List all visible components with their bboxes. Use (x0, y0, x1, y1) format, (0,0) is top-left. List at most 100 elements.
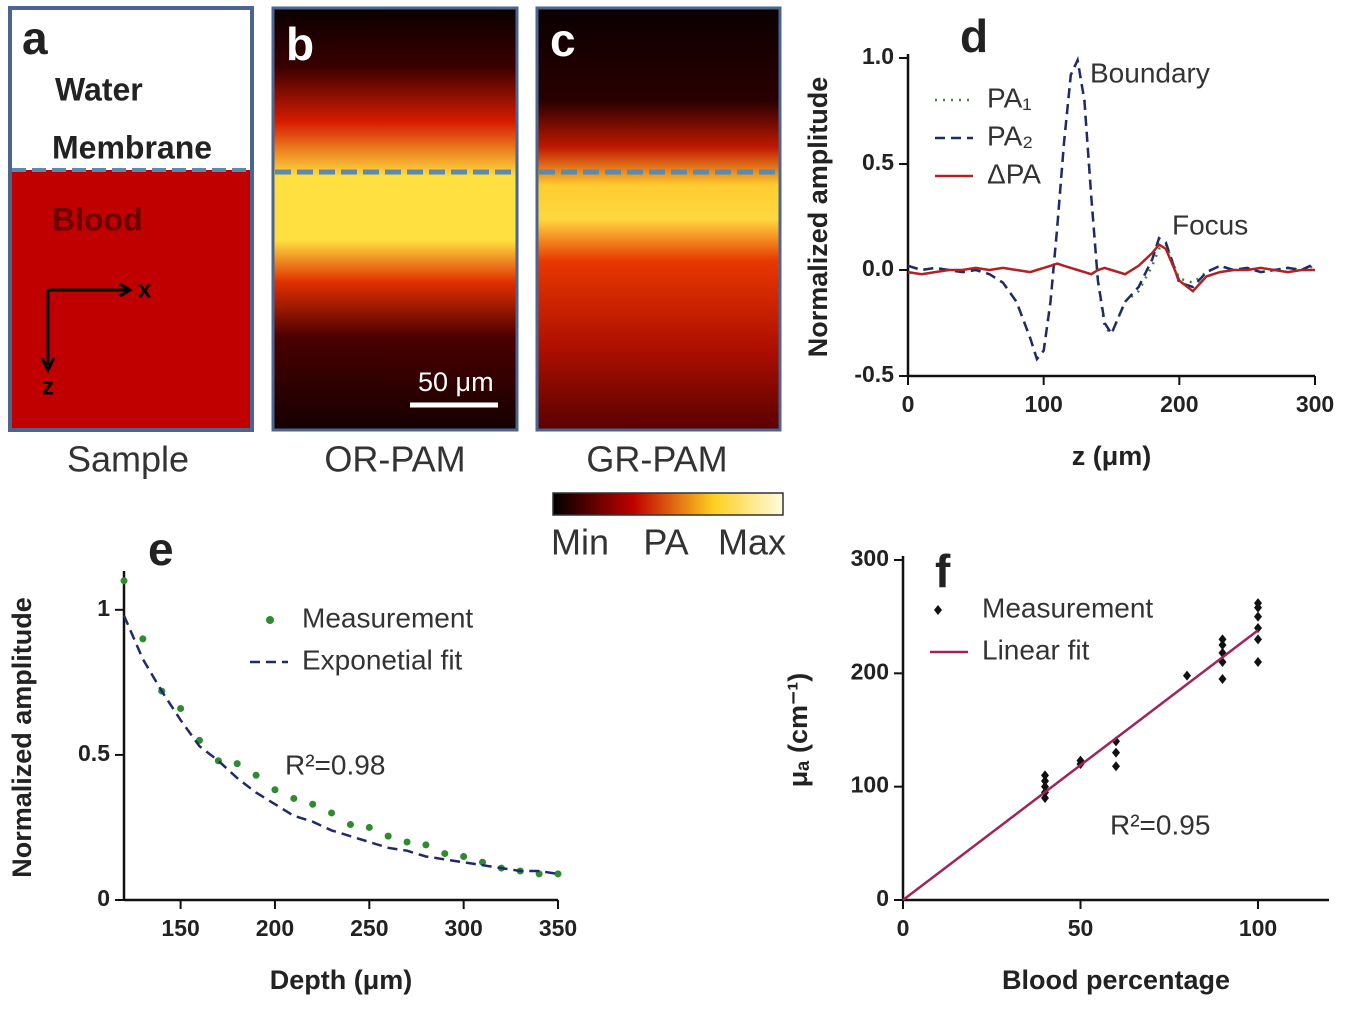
figure: a Water Membrane Blood x z Sample b 50 μ… (0, 0, 1356, 1010)
panel-label: f (935, 545, 951, 597)
point (234, 760, 241, 767)
legend-label: PA₂ (987, 120, 1033, 151)
colorbar: Min PA Max (551, 493, 786, 563)
colorbar-max: Max (718, 522, 786, 563)
panel-label: e (148, 523, 174, 575)
point (441, 850, 448, 857)
y-axis-label: μₐ (cm⁻¹) (783, 673, 813, 787)
legend-label: Measurement (302, 602, 473, 633)
point (1254, 634, 1262, 644)
x-axis-label: Depth (μm) (270, 965, 413, 995)
point (139, 635, 146, 642)
point (404, 838, 411, 845)
x-tick-label: 300 (444, 915, 482, 941)
legend-label: Measurement (982, 592, 1153, 623)
point (328, 809, 335, 816)
chart: 0 50 100 0 100 200 300 Blood percentage μₐ (cm⁻¹… (783, 545, 1329, 995)
y-tick-label: 0 (97, 885, 110, 911)
y-axis-label: Normalized amplitude (803, 77, 833, 358)
point (555, 870, 562, 877)
point (1254, 612, 1262, 622)
panel-label: c (550, 14, 576, 66)
series-line (908, 60, 1315, 359)
y-tick-label: 0.5 (862, 149, 894, 175)
label: Blood (52, 201, 143, 237)
x-tick-label: 100 (1024, 391, 1062, 417)
annotation: R²=0.98 (285, 749, 385, 780)
legend-swatch (266, 616, 274, 624)
y-tick-label: 200 (851, 658, 889, 684)
y-tick-label: 300 (851, 545, 889, 571)
x-tick-label: 250 (350, 915, 388, 941)
x-tick-label: 0 (902, 391, 915, 417)
colorbar-gradient (553, 493, 783, 515)
label: x (138, 276, 152, 303)
point (1219, 634, 1227, 644)
x-tick-label: 150 (161, 915, 199, 941)
panel-a: a Water Membrane Blood x z Sample (10, 8, 252, 480)
y-tick-label: -0.5 (854, 361, 894, 387)
x-tick-label: 350 (539, 915, 577, 941)
caption: OR-PAM (324, 439, 465, 480)
annotation: Boundary (1090, 57, 1210, 88)
series-line (908, 60, 1315, 359)
legend-label: Exponetial fit (302, 644, 463, 675)
colorbar-label: PA (643, 522, 688, 563)
point (290, 795, 297, 802)
legend-label: Linear fit (982, 634, 1090, 665)
label: z (42, 373, 54, 400)
panel-b: b 50 μm OR-PAM (273, 8, 517, 480)
point (253, 772, 260, 779)
caption: Sample (67, 439, 189, 480)
series-line (908, 245, 1315, 292)
x-tick-label: 50 (1068, 915, 1094, 941)
x-tick-label: 200 (256, 915, 294, 941)
x-tick-label: 200 (1160, 391, 1198, 417)
point (177, 705, 184, 712)
point (271, 786, 278, 793)
point (422, 841, 429, 848)
chart: 0 100 200 300 -0.5 0.0 0.5 1.0 z (μm) Normalized … (803, 10, 1334, 471)
chart: 150 200 250 300 350 0 0.5 1 Depth (μm) Normalized… (7, 523, 577, 995)
point (1041, 770, 1049, 780)
y-tick-label: 0 (876, 885, 889, 911)
label: Membrane (52, 129, 212, 165)
x-tick-label: 300 (1296, 391, 1334, 417)
point (366, 824, 373, 831)
series-line (903, 630, 1258, 900)
panel-label: a (22, 12, 48, 64)
label: Water (55, 71, 143, 107)
legend-label: ΔPA (987, 158, 1041, 189)
x-tick-label: 0 (897, 915, 910, 941)
y-tick-label: 0.0 (862, 255, 894, 281)
point (347, 821, 354, 828)
y-axis-label: Normalized amplitude (7, 597, 37, 878)
x-axis-label: Blood percentage (1002, 965, 1230, 995)
colorbar-min: Min (551, 522, 609, 563)
point (1183, 671, 1191, 681)
point (385, 833, 392, 840)
y-tick-label: 1 (97, 595, 110, 621)
x-tick-label: 100 (1239, 915, 1277, 941)
panel-c: c GR-PAM (537, 8, 780, 480)
panel-label: b (286, 18, 314, 70)
y-tick-label: 100 (851, 772, 889, 798)
point (1112, 748, 1120, 758)
annotation: R²=0.95 (1110, 809, 1210, 840)
point (1219, 674, 1227, 684)
annotation: Focus (1172, 209, 1248, 240)
point (1112, 761, 1120, 771)
panel-label: d (960, 10, 988, 62)
legend-label: PA₁ (987, 82, 1032, 113)
legend-swatch (934, 605, 942, 615)
caption: GR-PAM (586, 439, 727, 480)
y-tick-label: 0.5 (78, 740, 110, 766)
point (460, 853, 467, 860)
x-axis-label: z (μm) (1072, 441, 1152, 471)
scale-label: 50 μm (418, 367, 494, 397)
point (309, 801, 316, 808)
point (1254, 657, 1262, 667)
y-tick-label: 1.0 (862, 43, 894, 69)
image (537, 8, 780, 430)
point (121, 577, 128, 584)
